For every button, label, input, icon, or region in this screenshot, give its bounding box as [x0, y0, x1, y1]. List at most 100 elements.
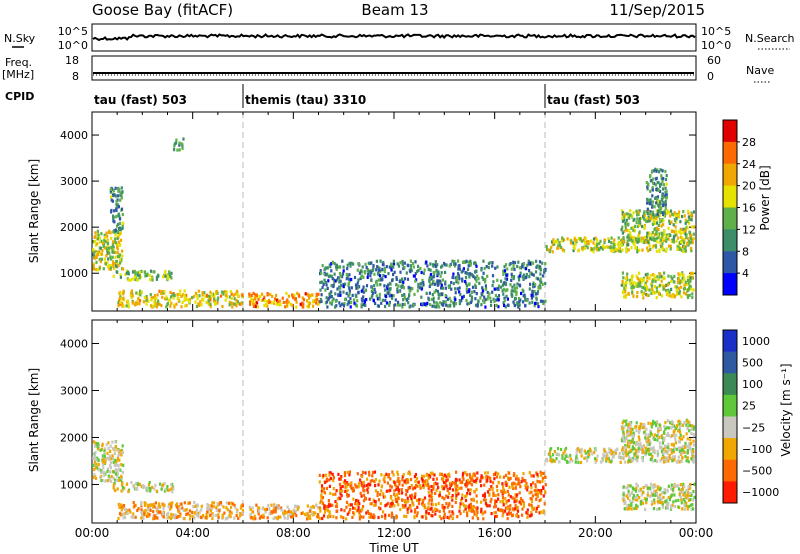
range-cell [662, 187, 665, 191]
range-cell [494, 502, 497, 506]
range-cell [132, 515, 135, 519]
range-cell [345, 277, 348, 281]
range-cell [584, 241, 587, 245]
range-cell [539, 510, 543, 514]
range-cell [530, 490, 533, 494]
range-cell [469, 505, 472, 509]
range-cell [263, 295, 266, 299]
range-cell [124, 272, 127, 277]
range-cell [673, 213, 676, 217]
range-cell [439, 279, 442, 283]
range-cell [96, 445, 99, 449]
range-cell [687, 211, 690, 215]
range-cell [116, 214, 119, 218]
range-cell [656, 221, 659, 225]
range-cell [539, 272, 542, 276]
range-cell [680, 448, 683, 452]
range-cell [508, 471, 511, 475]
range-cell [288, 508, 291, 512]
range-cell [270, 301, 273, 305]
range-cell [369, 261, 372, 266]
range-cell [150, 296, 153, 300]
range-cell [122, 488, 125, 492]
range-cell [97, 253, 100, 257]
range-cell [277, 303, 280, 307]
range-cell [433, 473, 436, 477]
range-cell [526, 485, 529, 489]
range-cell [515, 514, 518, 518]
range-cell [678, 281, 681, 285]
range-cell [416, 269, 419, 274]
range-cell [481, 512, 484, 516]
range-cell [108, 454, 111, 458]
range-cell [407, 296, 410, 301]
range-cell [661, 232, 664, 236]
range-cell [97, 468, 100, 472]
range-cell [678, 430, 682, 434]
range-cell [130, 481, 133, 485]
range-cell [413, 516, 416, 520]
range-cell [443, 505, 446, 510]
range-cell [385, 301, 389, 305]
range-cell [354, 303, 357, 307]
range-cell [336, 287, 339, 291]
range-cell [217, 515, 220, 519]
range-cell [112, 188, 115, 193]
range-cell [188, 517, 192, 521]
range-cell [679, 437, 682, 441]
range-cell [460, 299, 463, 303]
range-cell [455, 487, 458, 491]
range-cell [621, 209, 624, 213]
range-cell [595, 238, 599, 242]
range-cell [631, 290, 634, 294]
range-cell [649, 429, 652, 433]
range-cell [544, 490, 547, 494]
range-cell [653, 451, 656, 455]
range-cell [365, 266, 368, 270]
range-cell [100, 239, 103, 243]
range-cell [622, 276, 625, 280]
range-cell [598, 241, 601, 246]
range-cell [643, 291, 646, 296]
range-cell [436, 302, 439, 306]
range-cell [623, 286, 626, 291]
range-cell [485, 287, 488, 291]
range-cell [556, 240, 559, 244]
range-cell [500, 285, 503, 289]
range-cell [532, 285, 535, 289]
range-cell [628, 421, 631, 425]
range-cell [357, 278, 360, 282]
range-cell [430, 498, 433, 502]
range-cell [339, 279, 342, 283]
range-cell [625, 486, 628, 490]
range-cell [645, 240, 648, 244]
range-cell [417, 480, 420, 484]
range-cell [462, 267, 465, 271]
range-cell [458, 509, 461, 513]
range-cell [476, 517, 480, 521]
range-cell [291, 514, 295, 518]
range-cell [568, 460, 571, 464]
range-cell [153, 516, 156, 520]
y-tick-label: 4000 [60, 337, 88, 350]
range-cell [276, 504, 279, 508]
range-cell [541, 476, 544, 480]
range-cell [674, 499, 677, 503]
range-cell [681, 238, 684, 243]
range-cell [504, 473, 508, 477]
range-cell [335, 265, 338, 269]
range-cell [267, 298, 270, 302]
range-cell [188, 509, 191, 513]
range-cell [651, 222, 654, 226]
range-cell [505, 273, 508, 278]
range-cell [262, 515, 265, 519]
range-cell [125, 271, 128, 275]
range-cell [652, 273, 655, 277]
range-cell [686, 504, 689, 508]
range-cell [406, 500, 409, 504]
range-cell [384, 516, 387, 520]
range-cell [149, 269, 153, 273]
range-cell [420, 287, 423, 291]
range-cell [649, 202, 652, 206]
range-cell [379, 501, 382, 506]
